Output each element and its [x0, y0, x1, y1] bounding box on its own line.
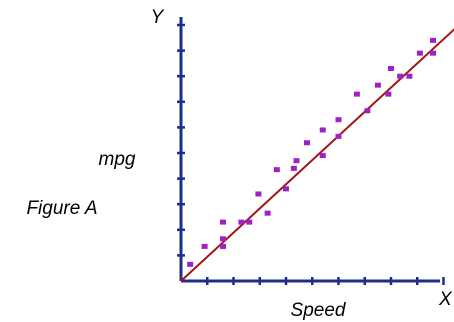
data-point — [364, 108, 371, 114]
data-point — [385, 91, 392, 97]
data-point — [264, 210, 271, 216]
data-point — [304, 140, 310, 146]
data-point — [416, 50, 423, 56]
data-point — [220, 236, 226, 242]
data-point — [319, 127, 326, 133]
y-axis-label: mpg — [99, 149, 136, 170]
data-point — [273, 167, 280, 173]
data-point — [388, 66, 394, 72]
data-point — [255, 191, 262, 197]
data-point — [319, 153, 326, 159]
data-point — [430, 37, 436, 43]
data-point — [406, 73, 413, 79]
data-point — [293, 158, 300, 164]
data-point — [283, 186, 289, 192]
data-point — [187, 261, 194, 267]
data-point — [335, 117, 342, 123]
data-point — [374, 82, 381, 88]
axes — [179, 17, 440, 283]
data-point — [238, 219, 245, 225]
data-point — [397, 73, 404, 79]
data-point — [290, 165, 297, 171]
data-point — [246, 219, 253, 225]
data-point — [430, 50, 436, 56]
x-axis-label: Speed — [291, 300, 347, 321]
data-point — [201, 243, 208, 249]
data-point — [335, 133, 342, 139]
data-point — [353, 91, 360, 97]
x-axis-name: X — [438, 289, 453, 310]
data-points — [187, 37, 436, 267]
trend-line — [180, 28, 454, 282]
data-point — [220, 243, 226, 249]
figure-label: Figure A — [26, 198, 97, 219]
y-axis-name: Y — [151, 7, 165, 28]
data-point — [220, 219, 226, 225]
